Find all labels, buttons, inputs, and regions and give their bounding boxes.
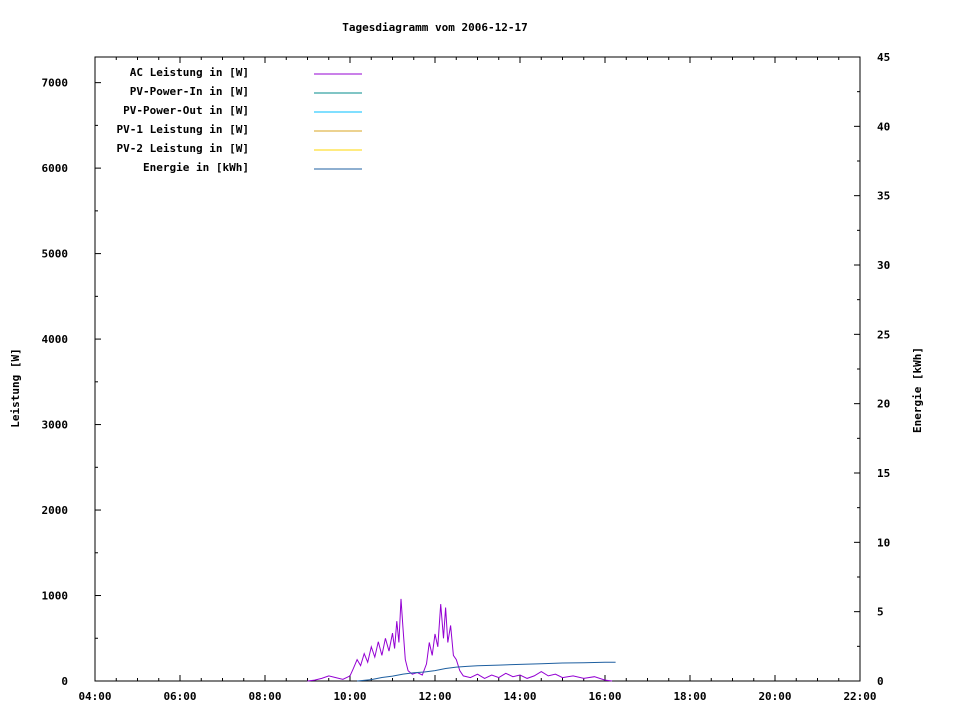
y2-tick-label: 25 (877, 328, 890, 341)
legend-label: PV-Power-Out in [W] (123, 104, 249, 117)
x-tick-label: 04:00 (78, 690, 111, 703)
y-tick-label: 2000 (42, 504, 69, 517)
y2-axis-label: Energie [kWh] (911, 347, 924, 433)
legend-label: Energie in [kWh] (143, 161, 249, 174)
y2-tick-label: 30 (877, 259, 890, 272)
axis-ticks: 04:00 06:00 08:00 10:00 12:00 14:00 16:00 18:00… (42, 51, 891, 703)
series-line-0 (307, 598, 613, 682)
y2-tick-label: 45 (877, 51, 890, 64)
x-tick-label: 16:00 (588, 690, 621, 703)
y-tick-label: 5000 (42, 248, 69, 261)
y-tick-label: 0 (61, 675, 68, 688)
series-line-5 (357, 661, 616, 682)
series-lines (307, 598, 616, 682)
y-axis-label: Leistung [W] (9, 348, 22, 427)
x-tick-label: 14:00 (503, 690, 536, 703)
x-tick-label: 08:00 (248, 690, 281, 703)
y2-tick-label: 5 (877, 606, 884, 619)
legend: AC Leistung in [W] PV-Power-In in [W] PV-P… (117, 66, 362, 174)
y-tick-label: 1000 (42, 590, 69, 603)
y2-tick-label: 40 (877, 120, 890, 133)
y-tick-label: 4000 (42, 333, 69, 346)
x-tick-label: 18:00 (673, 690, 706, 703)
y2-tick-label: 15 (877, 467, 890, 480)
y2-tick-label: 20 (877, 398, 890, 411)
y-tick-label: 7000 (42, 77, 69, 90)
legend-label: PV-2 Leistung in [W] (117, 142, 249, 155)
x-tick-label: 06:00 (163, 690, 196, 703)
legend-label: AC Leistung in [W] (130, 66, 249, 79)
y2-tick-label: 0 (877, 675, 884, 688)
y2-tick-label: 35 (877, 190, 890, 203)
x-tick-label: 22:00 (843, 690, 876, 703)
y-tick-label: 6000 (42, 162, 69, 175)
x-tick-label: 20:00 (758, 690, 791, 703)
legend-label: PV-Power-In in [W] (130, 85, 249, 98)
y-tick-label: 3000 (42, 419, 69, 432)
legend-label: PV-1 Leistung in [W] (117, 123, 249, 136)
chart-title: Tagesdiagramm vom 2006-12-17 (342, 21, 527, 34)
x-tick-label: 12:00 (418, 690, 451, 703)
y2-tick-label: 10 (877, 536, 890, 549)
x-tick-label: 10:00 (333, 690, 366, 703)
